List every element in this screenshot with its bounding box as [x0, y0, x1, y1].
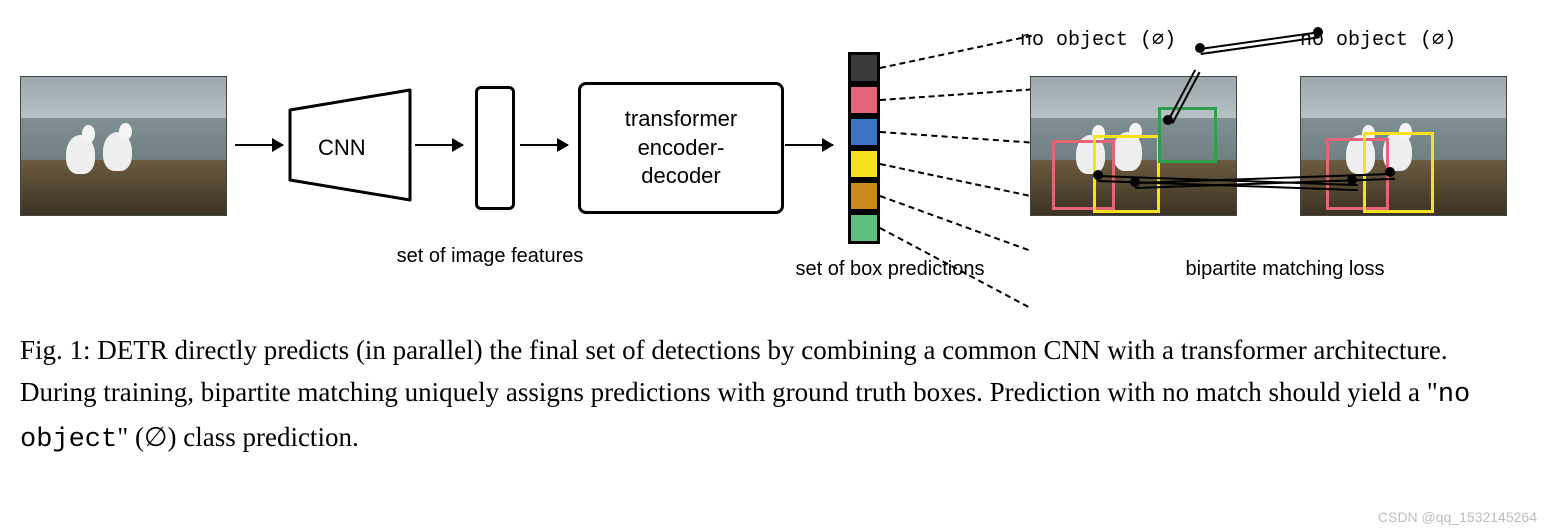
figure-caption: Fig. 1: DETR directly predicts (in paral…: [20, 330, 1525, 462]
no-object-label-1: no object (∅): [1300, 26, 1500, 52]
prediction-box-1: [848, 84, 880, 116]
arrow-0: [235, 144, 283, 146]
match-dot-5: [1347, 175, 1357, 185]
prediction-box-0: [848, 52, 880, 84]
caption-text-2: " (∅) class prediction.: [117, 422, 358, 452]
bbox-1-1: [1363, 132, 1435, 213]
cnn-label: CNN: [318, 135, 366, 161]
prediction-box-5: [848, 212, 880, 244]
dashed-line-0: [880, 35, 1032, 69]
output-image-0: [1030, 76, 1237, 216]
caption-text-1: Fig. 1: DETR directly predicts (in paral…: [20, 335, 1448, 407]
input-image: [20, 76, 227, 216]
dashed-line-3: [880, 163, 1029, 197]
watermark: CSDN @qq_1532145264: [1378, 509, 1537, 525]
dashed-line-4: [880, 195, 1029, 251]
match-dot-3: [1093, 170, 1103, 180]
match-dot-4: [1130, 177, 1140, 187]
arrow-2: [520, 144, 568, 146]
features-label: set of image features: [350, 245, 630, 268]
arrow-1: [415, 144, 463, 146]
arrow-3: [785, 144, 833, 146]
match-dot-2: [1313, 27, 1323, 37]
match-dot-1: [1195, 43, 1205, 53]
no-object-label-0: no object (∅): [1020, 26, 1220, 52]
transformer-block: transformerencoder-decoder: [578, 82, 784, 214]
features-rect: [475, 86, 515, 210]
bipartite-label: bipartite matching loss: [1135, 258, 1435, 281]
dashed-line-2: [880, 131, 1030, 143]
dashed-line-1: [880, 88, 1032, 101]
match-dot-6: [1385, 167, 1395, 177]
cnn-block: [20, 20, 21, 21]
prediction-box-4: [848, 180, 880, 212]
prediction-box-3: [848, 148, 880, 180]
prediction-box-2: [848, 116, 880, 148]
match-dot-0: [1163, 115, 1173, 125]
output-image-1: [1300, 76, 1507, 216]
